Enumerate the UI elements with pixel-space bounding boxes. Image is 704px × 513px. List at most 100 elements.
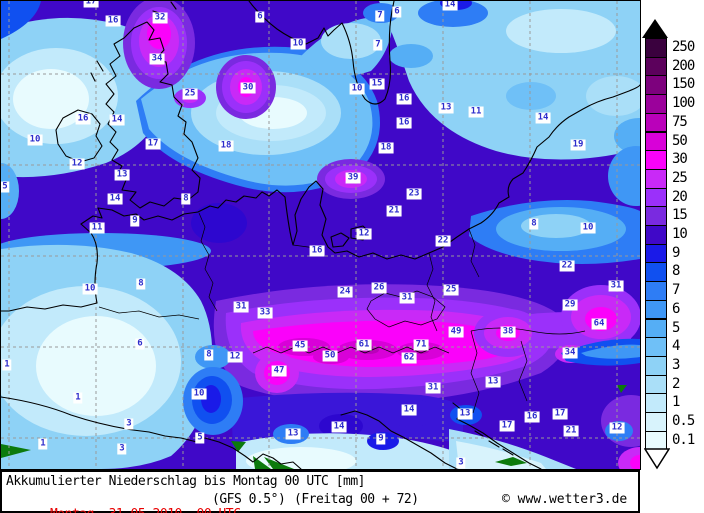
- grid-point-label: 33: [257, 307, 273, 319]
- grid-point-label: 8: [181, 193, 191, 205]
- grid-point-label: 45: [292, 340, 308, 352]
- grid-point-label: 17: [145, 138, 161, 150]
- grid-point-label: 8: [204, 349, 214, 361]
- grid-point-label: 22: [559, 260, 575, 272]
- legend-cell: [645, 206, 667, 226]
- legend-cell: [645, 56, 667, 77]
- legend-cell: [645, 75, 667, 96]
- grid-point-label: 12: [69, 158, 85, 170]
- grid-point-label: 25: [182, 88, 198, 100]
- model-info: (GFS 0.5°): [212, 492, 286, 507]
- grid-point-label: 19: [570, 139, 586, 151]
- legend-arrow-up-icon: [642, 19, 668, 38]
- grid-point-label: 13: [438, 102, 454, 114]
- grid-point-label: 61: [356, 339, 372, 351]
- grid-point-label: 13: [114, 169, 130, 181]
- legend-tick: 10: [672, 226, 688, 242]
- legend-tick: 8: [672, 263, 681, 280]
- grid-point-label: 26: [371, 282, 387, 294]
- precip-field: [1, 1, 640, 469]
- legend-arrow-down-icon: [644, 448, 670, 470]
- grid-point-label: 21: [386, 205, 402, 217]
- grid-point-label: 39: [345, 172, 361, 184]
- legend-tick: 3: [672, 356, 681, 373]
- grid-point-label: 14: [109, 114, 125, 126]
- legend-tick: 25: [672, 169, 688, 186]
- grid-point-label: 11: [89, 222, 105, 234]
- grid-point-label: 8: [136, 278, 146, 290]
- grid-point-label: 49: [448, 326, 464, 338]
- legend-cell: [645, 374, 667, 395]
- legend-cell: [645, 243, 667, 264]
- grid-point-label: 1: [73, 392, 83, 404]
- grid-point-label: 6: [255, 11, 265, 23]
- grid-point-label: 24: [337, 286, 353, 298]
- legend-cell: [645, 393, 667, 413]
- legend-tick: 0.5: [672, 413, 695, 429]
- grid-point-label: 16: [524, 411, 540, 423]
- legend-tick: 5: [672, 319, 681, 336]
- grid-point-label: 14: [401, 404, 417, 416]
- legend-cell: [645, 38, 667, 58]
- grid-point-label: 64: [591, 318, 607, 330]
- grid-point-label: 21: [563, 425, 579, 437]
- grid-point-label: 6: [392, 6, 402, 18]
- legend-cell: [645, 412, 667, 432]
- grid-point-label: 34: [149, 53, 165, 65]
- grid-point-label: 1: [38, 438, 48, 450]
- grid-point-label: 31: [233, 301, 249, 313]
- grid-point-label: 10: [290, 38, 306, 50]
- grid-point-labels-layer: 17 16 32 6 7 6 14 34 10 7 25 30 15 10 16 13 11 16 14 16 14 10…: [1, 1, 640, 469]
- precipitation-field-svg: [1, 1, 640, 469]
- legend-cell: [645, 262, 667, 283]
- grid-point-label: 7: [373, 39, 383, 51]
- grid-point-label: 13: [457, 408, 473, 420]
- grid-point-label: 5: [195, 432, 205, 444]
- country-borders: [98, 212, 586, 414]
- grid-point-label: 23: [406, 188, 422, 200]
- legend-cell: [645, 355, 667, 376]
- grid-point-label: 3: [117, 443, 127, 455]
- legend-tick: 50: [672, 132, 688, 149]
- grid-point-label: 31: [425, 382, 441, 394]
- grid-point-label: 9: [376, 433, 386, 445]
- grid-point-label: 12: [227, 351, 243, 363]
- grid-point-label: 17: [83, 1, 99, 8]
- grid-point-label: 31: [399, 292, 415, 304]
- legend-tick: 2: [672, 375, 681, 392]
- grid-point-label: 50: [322, 350, 338, 362]
- caption-box: Akkumulierter Niederschlag bis Montag 00…: [0, 470, 640, 513]
- color-scale-legend: 250 200 150 100 75 50 30 25 20 15 10 9 8 7 6 5 4 3 2 1 0.5 0.…: [641, 0, 704, 513]
- grid-point-label: 10: [349, 83, 365, 95]
- grid-point-label: 16: [75, 113, 91, 125]
- legend-cell: [645, 299, 667, 320]
- grid-point-label: 71: [413, 339, 429, 351]
- grid-point-label: 17: [552, 408, 568, 420]
- grid-point-label: 29: [562, 299, 578, 311]
- grid-point-label: 31: [608, 280, 624, 292]
- grid-point-label: 14: [331, 421, 347, 433]
- grid-point-label: 14: [535, 112, 551, 124]
- grid-point-label: 25: [443, 284, 459, 296]
- grid-point-label: 14: [442, 0, 458, 11]
- grid-point-label: 47: [271, 365, 287, 377]
- grid-point-label: 62: [401, 352, 417, 364]
- grid-point-label: 3: [456, 457, 466, 469]
- legend-tick: 1: [672, 394, 681, 411]
- grid-point-label: 16: [309, 245, 325, 257]
- grid-point-label: 32: [152, 12, 168, 24]
- grid-point-label: 10: [580, 222, 596, 234]
- legend-tick: 200: [672, 57, 695, 74]
- legend-cell: [645, 112, 667, 133]
- grid-point-label: 16: [105, 15, 121, 27]
- grid-point-label: 11: [468, 106, 484, 118]
- grid-point-label: 12: [356, 228, 372, 240]
- map-canvas: 17 16 32 6 7 6 14 34 10 7 25 30 15 10 16 13 11 16 14 16 14 10…: [0, 0, 641, 470]
- map-title: Akkumulierter Niederschlag bis Montag 00…: [6, 474, 366, 489]
- grid-point-label: 15: [369, 78, 385, 90]
- legend-cell: [645, 225, 667, 245]
- grid-point-label: 1: [2, 359, 12, 371]
- grid-point-label: 12: [609, 422, 625, 434]
- grid-point-label: 10: [191, 388, 207, 400]
